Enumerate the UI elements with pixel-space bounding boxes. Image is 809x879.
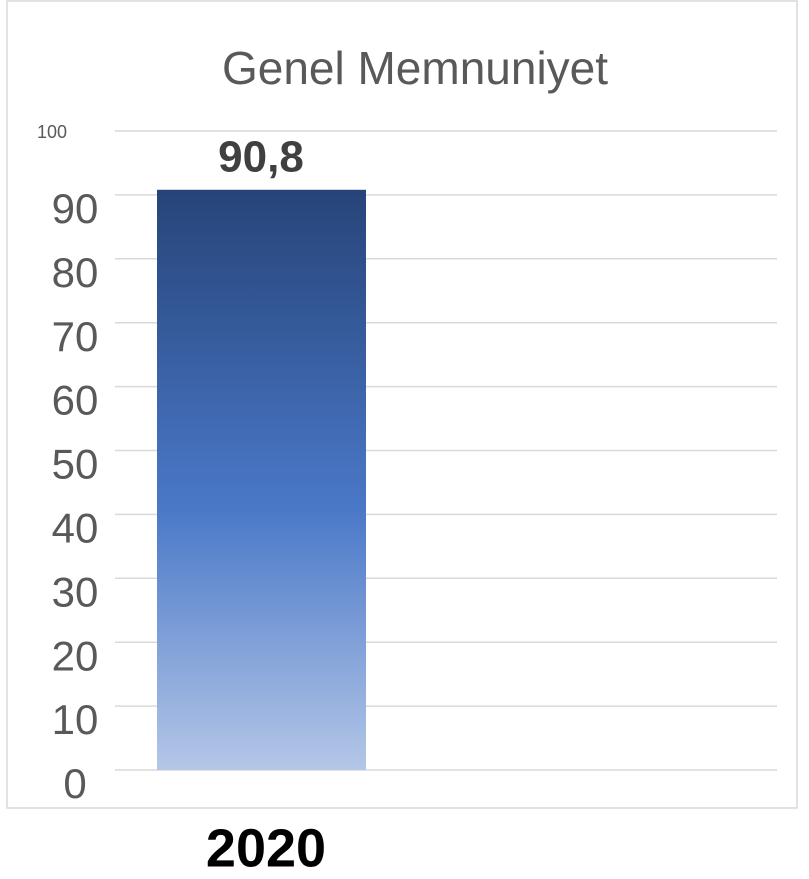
x-tick-label: 2020	[206, 818, 326, 878]
y-tick-label: 20	[52, 632, 99, 679]
y-tick-label: 40	[52, 504, 99, 551]
y-tick-label: 10	[52, 696, 99, 743]
chart-border	[6, 0, 798, 809]
bar	[157, 189, 366, 771]
y-tick-label: 70	[52, 313, 99, 360]
chart-title: Genel Memnuniyet	[222, 42, 608, 94]
y-tick-label: 30	[52, 568, 99, 615]
y-tick-label: 80	[52, 249, 99, 296]
value-label: 90,8	[218, 132, 304, 181]
y-tick-label: 100	[37, 122, 67, 142]
y-tick-label: 90	[52, 185, 99, 232]
y-tick-label: 60	[52, 377, 99, 424]
y-tick-label: 0	[63, 760, 86, 807]
y-tick-label: 50	[52, 441, 99, 488]
